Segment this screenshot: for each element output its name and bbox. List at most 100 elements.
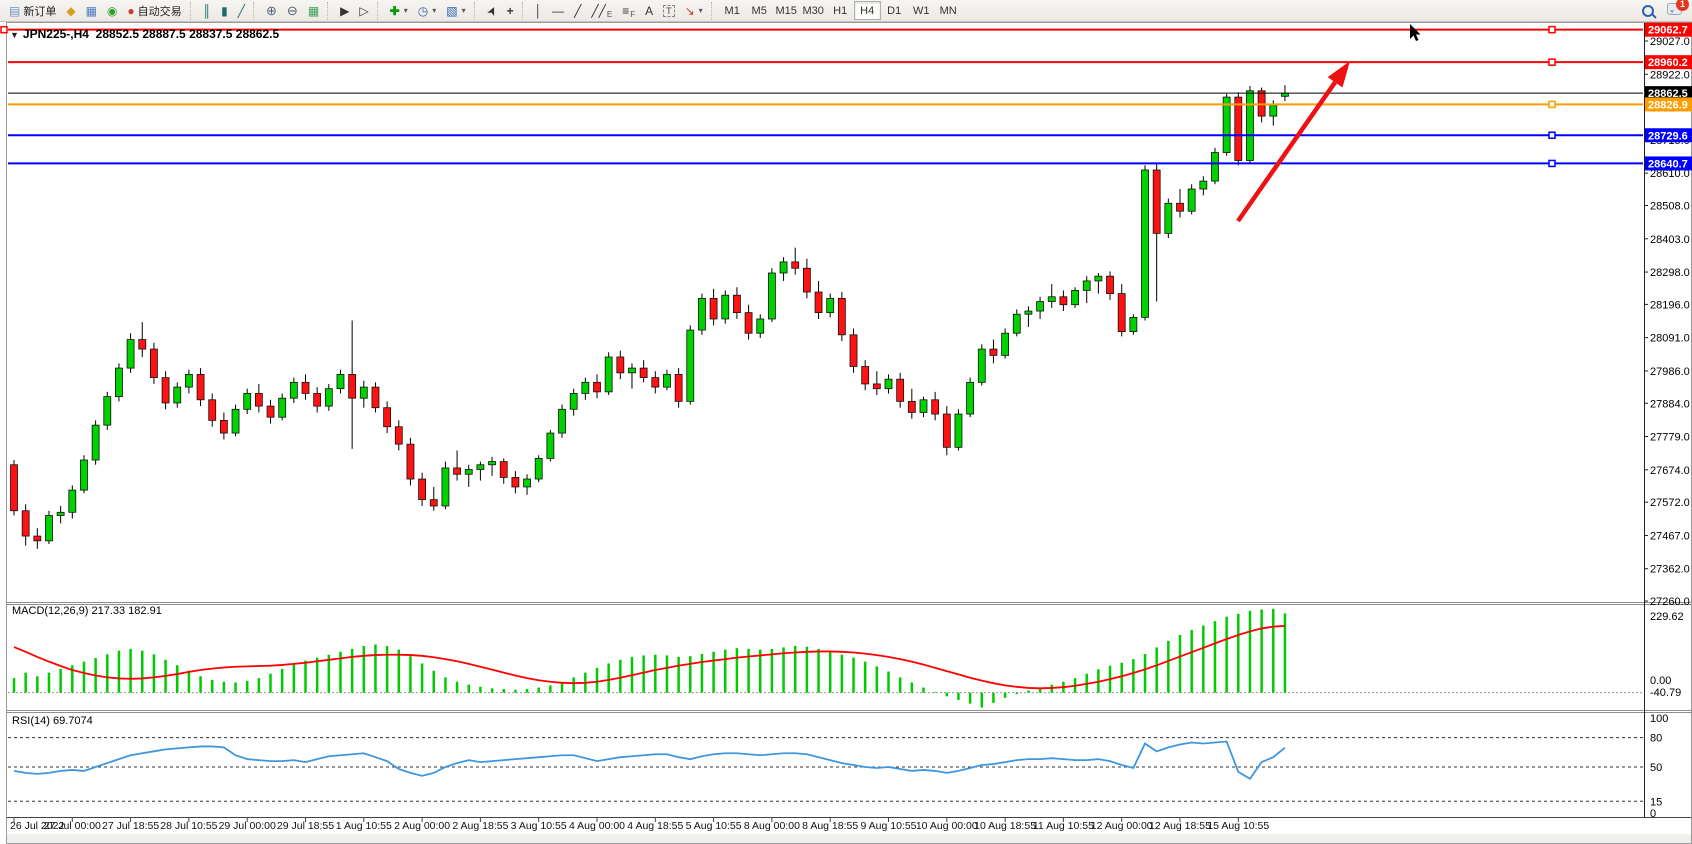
time-tick-label: 1 Aug 10:55 [336,820,392,832]
line-handle[interactable] [1548,100,1556,109]
bear-candle [1106,275,1114,295]
new-order-label: 新订单 [23,5,57,18]
bull-candle [1246,90,1254,161]
bar-chart-icon: ║ [202,3,212,18]
rsi-axis-label: 100 [1650,713,1668,725]
crosshair-icon: + [506,3,514,18]
search-icon [1642,4,1654,17]
line-handle[interactable] [1548,159,1556,168]
signals-button[interactable]: ◉ [102,1,122,20]
bull-candle [1001,332,1009,356]
chevron-down-icon: ▾ [461,6,466,15]
bull-candle [45,515,53,542]
chart-shift-button[interactable]: ▷ [354,1,373,20]
cursor-icon: ➤ [483,2,501,19]
timeframe-buttons: M1 M5 M15 M30 H1 H4 D1 W1 MN [719,1,962,20]
fibonacci-button[interactable]: ≡ F [617,1,640,20]
tf-button-H1[interactable]: H1 [827,1,854,20]
tile-windows-button[interactable]: ▦ [303,1,324,20]
price-tick-label: 28196.0 [1650,299,1690,311]
tf-button-H4[interactable]: H4 [853,1,881,20]
symbol-period: JPN225-,H4 [22,27,89,41]
toolbar-separator [473,1,479,20]
chart-shift-icon: ▷ [359,3,369,18]
zoom-in-button[interactable]: ⊕ [261,1,282,20]
new-order-icon: ▤ [9,3,21,18]
bull-candle [686,329,695,402]
bull-candle [768,272,776,320]
bear-candle [208,399,217,421]
trendline-icon: ╱ [574,3,582,18]
new-order-button[interactable]: ▤ 新订单 [4,1,61,20]
line-handle[interactable] [0,25,8,34]
bull-candle [1211,152,1219,182]
templates-button[interactable]: ▧ ▾ [441,1,470,20]
rsi-axis-label: 15 [1650,796,1662,808]
line-handle[interactable] [1548,58,1556,66]
crosshair-button[interactable]: + [502,1,519,20]
channel-icon: ╱╱ [591,3,606,18]
terminal-button[interactable]: ▦ [81,1,102,20]
bar-chart-button[interactable]: ║ [198,1,217,20]
notifications-button[interactable]: 1 [1667,0,1689,18]
bear-candle [593,381,601,393]
bull-candle [1141,169,1149,318]
bear-candle [313,393,322,407]
indicators-button[interactable]: ✚ ▾ [385,1,413,20]
tf-button-M15[interactable]: M15 [773,1,800,20]
bull-candle [604,356,613,393]
candlestick-chart-button[interactable]: ▮ [216,1,233,20]
bear-candle [861,366,870,385]
time-tick-label: 2 Aug 00:00 [394,820,450,832]
text-icon: A [645,3,654,18]
search-button[interactable] [1637,1,1659,20]
tf-button-M5[interactable]: M5 [746,1,773,20]
macd-label: MACD(12,26,9) 217.33 182.91 [12,605,162,617]
periods-button[interactable]: ◷ ▾ [413,1,442,20]
bear-candle [394,426,403,445]
horizontal-line-button[interactable]: — [547,1,569,20]
time-tick-label: 8 Aug 18:55 [802,820,858,832]
trendline-button[interactable]: ╱ [569,1,586,20]
bull-candle [476,464,485,470]
text-button[interactable]: A [640,1,658,20]
price-tick-label: 28298.0 [1650,267,1690,279]
time-tick-label: 29 Jul 00:00 [219,820,276,832]
trend-arrow-line[interactable] [1236,81,1337,223]
bull-candle [289,381,298,399]
tf-button-M30[interactable]: M30 [800,1,827,20]
line-handle[interactable] [1548,25,1556,34]
bear-candle [21,510,30,537]
price-line-badge [1645,86,1692,101]
channel-button[interactable]: ╱╱ E [586,1,617,20]
auto-scroll-button[interactable]: ▶ [335,1,354,20]
zoom-out-icon: ⊖ [286,3,298,18]
bear-candle [931,399,940,415]
text-label-button[interactable]: T [658,1,680,20]
bear-candle [744,312,753,334]
rsi-line [13,740,1286,780]
line-chart-button[interactable]: ╱ [233,1,250,20]
line-handle[interactable] [1548,131,1556,140]
bull-candle [103,396,112,426]
vertical-line-button[interactable]: │ [530,1,548,20]
cursor-button[interactable]: ➤ [482,1,502,20]
text-label-icon: T [663,4,675,17]
tf-button-W1[interactable]: W1 [908,1,935,20]
time-tick-label: 26 Jul 2022 [10,820,64,832]
tile-windows-icon: ▦ [307,3,320,18]
arrows-button[interactable]: ↘ ▾ [680,1,708,20]
price-line-badge [1645,156,1692,171]
autotrading-button[interactable]: ● 自动交易 [122,1,186,20]
market-watch-button[interactable]: ◆ [61,1,80,20]
macd-axis-label: 0.00 [1650,675,1671,687]
price-tick-label: 28610.0 [1650,168,1690,180]
toolbar: ▤ 新订单 ◆ ▦ ◉ ● 自动交易 ║ ▮ ╱ ⊕ ⊖ ▦ ▶ ▷ ✚ ▾ ◷ ▾… [0,0,1692,22]
zoom-out-button[interactable]: ⊖ [282,1,303,20]
trend-arrow-head[interactable] [1327,61,1350,88]
tf-button-M1[interactable]: M1 [719,1,746,20]
price-tick-label: 27467.0 [1650,530,1690,542]
tf-button-D1[interactable]: D1 [881,1,908,20]
tf-button-MN[interactable]: MN [935,1,962,20]
